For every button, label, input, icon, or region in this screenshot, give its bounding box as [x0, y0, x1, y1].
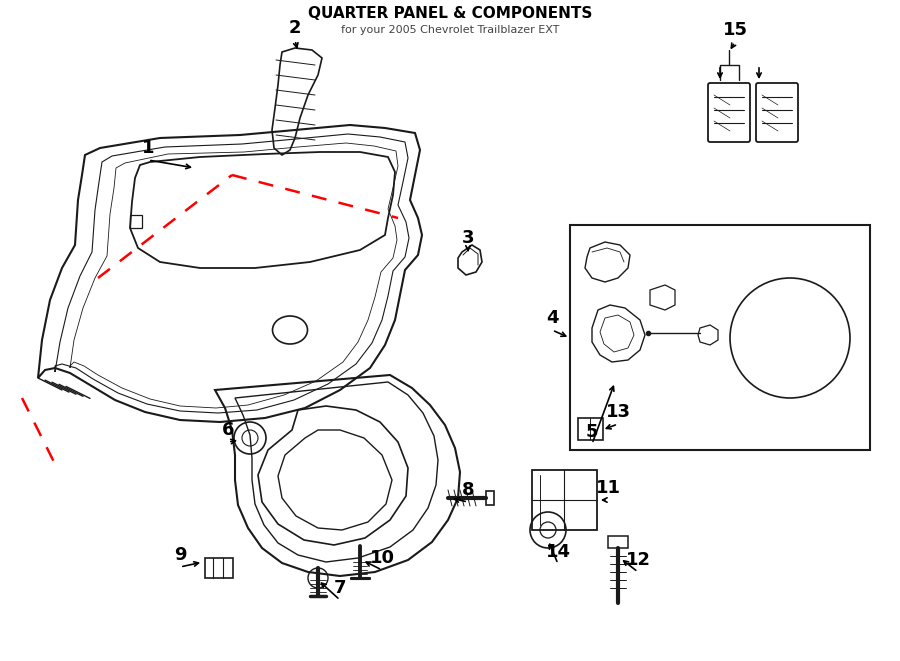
- Text: 9: 9: [174, 546, 186, 564]
- Text: 14: 14: [545, 543, 571, 561]
- Text: 6: 6: [221, 421, 234, 439]
- Text: 5: 5: [586, 423, 598, 441]
- Text: 4: 4: [545, 309, 558, 327]
- Text: 12: 12: [626, 551, 651, 569]
- Text: 1: 1: [142, 139, 154, 157]
- Text: 10: 10: [370, 549, 394, 567]
- Text: 11: 11: [596, 479, 620, 497]
- Text: for your 2005 Chevrolet Trailblazer EXT: for your 2005 Chevrolet Trailblazer EXT: [341, 25, 559, 35]
- Text: 8: 8: [462, 481, 474, 499]
- Text: QUARTER PANEL & COMPONENTS: QUARTER PANEL & COMPONENTS: [308, 7, 592, 22]
- Text: 15: 15: [723, 21, 748, 39]
- Text: 2: 2: [289, 19, 302, 37]
- Text: 3: 3: [462, 229, 474, 247]
- Text: 7: 7: [334, 579, 346, 597]
- Text: 13: 13: [606, 403, 631, 421]
